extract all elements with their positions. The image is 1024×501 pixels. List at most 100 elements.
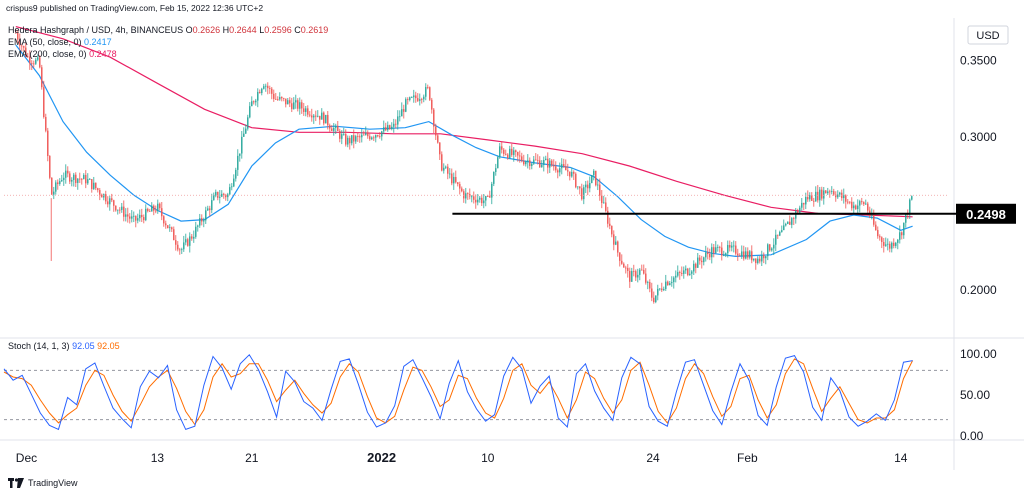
candle-body bbox=[655, 295, 657, 303]
candle-body bbox=[771, 248, 773, 251]
candle-body bbox=[789, 221, 791, 225]
candle-body bbox=[751, 251, 753, 261]
candle-body bbox=[823, 190, 825, 199]
candle-body bbox=[389, 125, 391, 130]
candle-body bbox=[799, 207, 801, 213]
candle-body bbox=[779, 231, 781, 236]
candle-body bbox=[741, 251, 743, 257]
candle-body bbox=[607, 210, 609, 224]
candle-body bbox=[555, 166, 557, 171]
candle-body bbox=[335, 125, 337, 128]
candle-body bbox=[749, 251, 751, 258]
candle-body bbox=[557, 170, 559, 173]
candle-body bbox=[523, 160, 525, 165]
candle-body bbox=[813, 200, 815, 202]
candle-body bbox=[571, 171, 573, 177]
candle-body bbox=[547, 158, 549, 168]
candle-body bbox=[897, 239, 899, 243]
candle-body bbox=[363, 134, 365, 136]
candle-body bbox=[641, 269, 643, 271]
time-tick-label: 2022 bbox=[367, 450, 396, 465]
candle-body bbox=[141, 214, 143, 218]
ohlc-open-value: 0.2626 bbox=[192, 25, 221, 35]
ema200-legend-value: 0.2478 bbox=[89, 49, 117, 59]
candle-body bbox=[359, 136, 361, 138]
candle-body bbox=[595, 170, 597, 186]
candle-body bbox=[639, 269, 641, 275]
candle-body bbox=[137, 218, 139, 221]
candle-body bbox=[667, 281, 669, 286]
candle-body bbox=[29, 56, 31, 64]
candle-body bbox=[811, 195, 813, 201]
candle-body bbox=[79, 178, 81, 180]
candle-body bbox=[827, 191, 829, 194]
candle-body bbox=[395, 123, 397, 125]
footer-brand-label: TradingView bbox=[28, 478, 78, 488]
candle-body bbox=[283, 98, 285, 100]
candle-body bbox=[829, 191, 831, 193]
candle-body bbox=[587, 184, 589, 189]
candle-body bbox=[573, 171, 575, 174]
candle-body bbox=[559, 168, 561, 173]
candle-body bbox=[553, 165, 555, 167]
candle-body bbox=[421, 99, 423, 100]
candle-body bbox=[443, 167, 445, 171]
candle-body bbox=[775, 234, 777, 245]
candle-body bbox=[69, 173, 71, 182]
candle-body bbox=[281, 97, 283, 99]
candle-body bbox=[619, 252, 621, 261]
candle-body bbox=[107, 201, 109, 205]
candle-body bbox=[491, 183, 493, 198]
candle-body bbox=[455, 176, 457, 183]
candle-body bbox=[467, 193, 469, 195]
candle-body bbox=[195, 226, 197, 237]
candle-body bbox=[135, 215, 137, 221]
candle-body bbox=[517, 152, 519, 156]
candle-body bbox=[535, 159, 537, 161]
candle-body bbox=[487, 196, 489, 197]
candle-body bbox=[883, 242, 885, 246]
candle-body bbox=[311, 115, 313, 118]
candle-body bbox=[109, 198, 111, 205]
tradingview-logo-icon bbox=[8, 478, 24, 488]
candle-body bbox=[513, 150, 515, 155]
candle-body bbox=[441, 154, 443, 171]
candle-body bbox=[103, 194, 105, 198]
candle-body bbox=[213, 195, 215, 201]
candle-body bbox=[681, 272, 683, 274]
candle-body bbox=[177, 244, 179, 250]
candle-body bbox=[239, 153, 241, 156]
candle-body bbox=[337, 125, 339, 131]
candle-body bbox=[873, 214, 875, 225]
candle-body bbox=[617, 241, 619, 253]
candle-body bbox=[489, 196, 491, 198]
candle-body bbox=[671, 282, 673, 284]
price-tick-label: 0.3500 bbox=[960, 53, 997, 67]
candle-body bbox=[567, 170, 569, 172]
candle-body bbox=[509, 148, 511, 158]
candle-body bbox=[705, 252, 707, 258]
candle-body bbox=[885, 244, 887, 246]
candle-body bbox=[267, 85, 269, 89]
candle-body bbox=[863, 202, 865, 205]
candle-body bbox=[409, 97, 411, 100]
candle-body bbox=[657, 288, 659, 296]
symbol-legend: Hedera Hashgraph / USD, 4h, BINANCEUS O0… bbox=[8, 25, 328, 35]
candle-body bbox=[127, 214, 129, 217]
candle-body bbox=[151, 205, 153, 212]
candle-body bbox=[835, 194, 837, 198]
candle-body bbox=[401, 109, 403, 117]
candle-body bbox=[303, 108, 305, 112]
candle-body bbox=[815, 191, 817, 202]
candle-body bbox=[87, 179, 89, 184]
candle-body bbox=[315, 115, 317, 117]
candle-body bbox=[273, 93, 275, 99]
candle-body bbox=[245, 128, 247, 134]
candle-body bbox=[737, 253, 739, 256]
candle-body bbox=[465, 193, 467, 199]
candle-body bbox=[689, 273, 691, 275]
candle-body bbox=[159, 203, 161, 209]
candle-body bbox=[223, 193, 225, 196]
time-tick-label: 14 bbox=[894, 451, 908, 465]
